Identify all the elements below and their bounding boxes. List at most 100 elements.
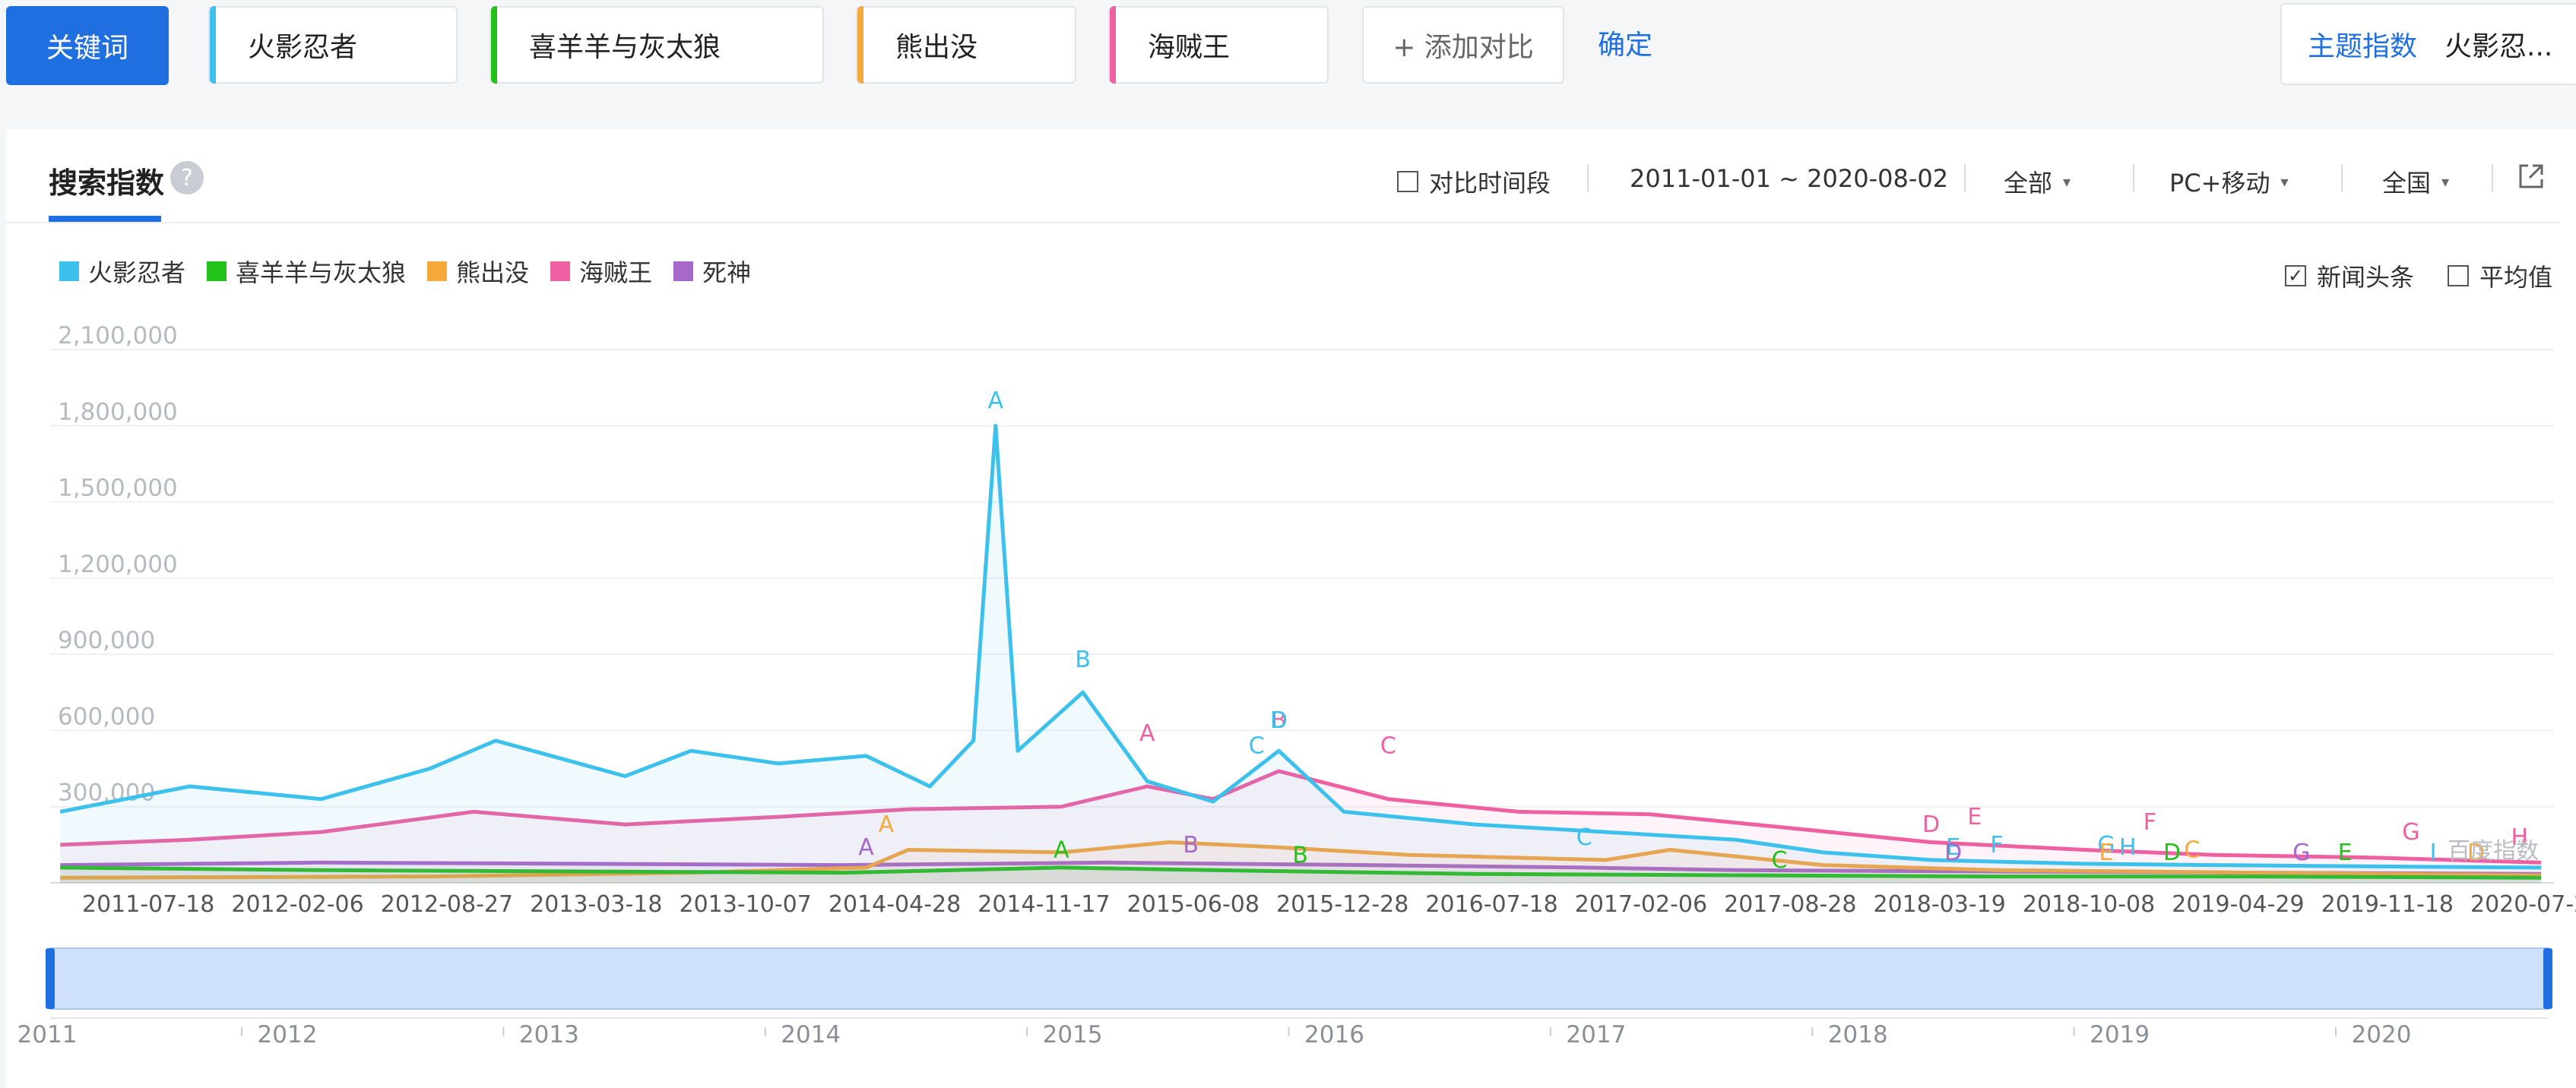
export-icon[interactable]: [2516, 161, 2546, 191]
y-tick-label: 1,800,000: [58, 398, 178, 425]
legend-label: 火影忍者: [88, 258, 186, 287]
caret-down-icon: ▾: [2280, 172, 2289, 191]
divider: [1587, 164, 1589, 191]
news-marker-label: H: [2119, 834, 2137, 861]
keyword-button[interactable]: 关键词: [6, 6, 169, 85]
keyword-label: 熊出没: [895, 32, 978, 63]
search-index-panel: 搜索指数 ? 对比时间段 2011-01-01 ~ 2020-08-02 全部 …: [6, 129, 2576, 1088]
dropdown-value: PC+移动: [2169, 169, 2270, 198]
news-marker-label: G: [2402, 819, 2419, 846]
divider: [2492, 164, 2493, 191]
legend-swatch: [427, 261, 448, 281]
x-tick-label: 2011-07-18: [82, 891, 214, 918]
news-marker-label: F: [1990, 832, 2003, 859]
news-marker-label: E: [2099, 840, 2114, 866]
series-area: [60, 842, 2542, 883]
checkbox-icon[interactable]: [1397, 171, 1418, 192]
news-marker-label: I: [2430, 840, 2437, 866]
news-marker-label: D: [1922, 811, 1940, 838]
x-tick-label: 2015-12-28: [1276, 891, 1408, 918]
news-marker-label: B: [1183, 832, 1199, 859]
caret-down-icon: ▾: [2063, 172, 2071, 191]
series-area: [60, 425, 2542, 883]
news-marker-label: B: [1292, 842, 1308, 868]
navigator-year-label: 2014: [781, 1021, 841, 1048]
checkbox-checked-icon[interactable]: ✓: [2285, 265, 2306, 286]
news-marker-label: D: [2163, 840, 2181, 866]
news-marker-label: E: [1946, 834, 1960, 861]
legend-item-xiyangyang[interactable]: 喜羊羊与灰太狼: [207, 254, 406, 289]
legend-item-bleach[interactable]: 死神: [673, 254, 751, 289]
date-range-picker[interactable]: 2011-01-01 ~ 2020-08-02: [1630, 164, 1948, 193]
compare-period-toggle[interactable]: 对比时间段: [1397, 164, 1551, 199]
news-marker-label: E: [1967, 804, 1982, 830]
y-tick-label: 600,000: [58, 703, 155, 730]
theme-index-tab[interactable]: 主题指数: [2308, 31, 2418, 62]
tab-underline: [49, 216, 161, 222]
news-marker-label: G: [2097, 832, 2115, 859]
device-dropdown[interactable]: PC+移动 ▾: [2169, 164, 2289, 199]
legend-item-boonie-bears[interactable]: 熊出没: [427, 254, 529, 289]
x-tick-label: 2015-06-08: [1127, 891, 1259, 918]
y-tick-label: 1,200,000: [58, 551, 178, 578]
navigator-year-label: 2019: [2090, 1021, 2150, 1048]
x-tick-label: 2013-10-07: [680, 891, 812, 918]
series-area: [60, 867, 2542, 883]
tab-divider: [6, 222, 2560, 223]
range-handle-left[interactable]: [46, 948, 55, 1009]
checkbox-icon[interactable]: [2448, 265, 2470, 286]
legend-label: 喜羊羊与灰太狼: [236, 258, 407, 287]
help-icon[interactable]: ?: [170, 161, 204, 195]
keyword-color-bar: [210, 6, 216, 84]
series-line: [60, 769, 2542, 865]
range-selection: [49, 947, 2549, 1010]
legend-item-naruto[interactable]: 火影忍者: [59, 254, 185, 289]
keyword-box-one-piece[interactable]: 海贼王: [1108, 6, 1329, 84]
x-tick-label: 2017-02-06: [1575, 891, 1707, 918]
series-line: [59, 423, 2542, 870]
panel-title: 搜索指数: [49, 166, 165, 200]
news-marker-label: C: [1380, 733, 1396, 760]
y-tick-label: 1,500,000: [58, 475, 178, 502]
keyword-box-boonie-bears[interactable]: 熊出没: [856, 6, 1076, 84]
caret-down-icon: ▾: [2441, 172, 2450, 191]
news-marker-label: F: [2143, 809, 2156, 836]
dropdown-value: 全部: [2004, 169, 2053, 198]
divider: [2133, 164, 2134, 191]
divider: [1964, 164, 1966, 191]
range-handle-right[interactable]: [2543, 948, 2552, 1009]
legend-item-one-piece[interactable]: 海贼王: [550, 254, 652, 289]
chart-options: ✓ 新闻头条 平均值: [2285, 258, 2552, 293]
navigator-year-label: 2018: [1828, 1021, 1888, 1048]
navigator-year-label: 2011: [17, 1021, 78, 1048]
confirm-link[interactable]: 确定: [1598, 30, 1653, 61]
news-headline-toggle[interactable]: ✓ 新闻头条: [2285, 258, 2414, 293]
add-compare-button[interactable]: + 添加对比: [1362, 6, 1564, 84]
top-bar: 关键词 火影忍者 喜羊羊与灰太狼 熊出没 海贼王 + 添加对比 确定 主题指数 …: [0, 0, 2576, 129]
average-toggle[interactable]: 平均值: [2448, 258, 2552, 293]
x-tick-label: 2018-03-19: [1874, 891, 2006, 918]
news-marker-label: H: [2511, 824, 2529, 851]
news-marker-label: A: [1139, 720, 1155, 747]
keyword-label: 火影忍者: [248, 32, 358, 63]
x-tick-label: 2019-11-18: [2321, 891, 2454, 918]
source-dropdown[interactable]: 全部 ▾: [2004, 164, 2071, 199]
news-marker-label: C: [1772, 847, 1788, 874]
keyword-box-xiyangyang[interactable]: 喜羊羊与灰太狼: [490, 6, 824, 84]
navigator-year-label: 2013: [519, 1021, 579, 1048]
news-marker-label: D: [2467, 840, 2485, 866]
x-tick-label: 2013-03-18: [530, 891, 662, 918]
average-label: 平均值: [2479, 263, 2553, 292]
legend-swatch: [550, 261, 571, 281]
news-marker-label: G: [2292, 840, 2310, 866]
x-tick-label: 2018-10-08: [2023, 891, 2155, 918]
theme-index-box[interactable]: 主题指数 火影忍...: [2280, 3, 2576, 85]
news-marker-label: C: [2184, 837, 2200, 864]
keyword-color-bar: [1110, 6, 1116, 84]
keyword-box-naruto[interactable]: 火影忍者: [208, 6, 458, 84]
region-dropdown[interactable]: 全国 ▾: [2382, 164, 2449, 199]
y-tick-label: 900,000: [58, 627, 155, 654]
dropdown-value: 全国: [2382, 169, 2432, 198]
series-line: [60, 865, 2542, 880]
legend-swatch: [673, 261, 694, 281]
